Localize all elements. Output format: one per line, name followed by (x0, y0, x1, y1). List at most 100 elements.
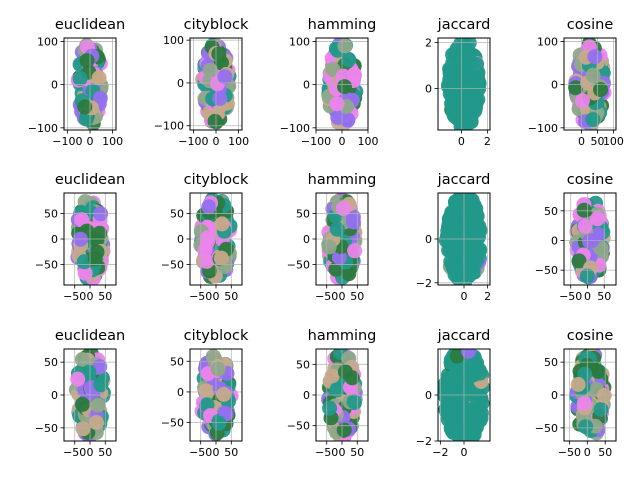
panel-4-title: jaccard (437, 17, 491, 33)
x-tick-label: −50 (189, 290, 212, 303)
y-tick-label: 50 (296, 358, 310, 371)
data-point (576, 202, 592, 218)
x-tick-label: 100 (358, 135, 379, 148)
data-point (468, 390, 484, 406)
x-tick-label: −100 (178, 135, 208, 148)
panel-4: 0 2 0 2 jaccard (425, 17, 491, 148)
data-point (91, 70, 107, 86)
x-tick-label: 0 (339, 446, 346, 459)
y-tick-label: 0 (303, 389, 310, 402)
data-point (346, 394, 362, 410)
y-tick-label: 50 (44, 207, 58, 220)
x-tick-label: −50 (315, 290, 338, 303)
data-point (70, 371, 86, 387)
data-point (468, 229, 484, 245)
panel-8-title: hamming (308, 172, 377, 188)
data-point (89, 232, 105, 248)
data-point (329, 382, 345, 398)
data-point (212, 90, 228, 106)
data-point (74, 352, 90, 367)
x-tick-label: −50 (315, 446, 338, 459)
x-tick-label: 0 (213, 290, 220, 303)
y-tick-label: 0 (303, 233, 310, 246)
x-tick-label: 50 (598, 446, 612, 459)
x-tick-label: 0 (458, 135, 465, 148)
panel-14: −2 0 −2 0 jaccard (416, 328, 491, 459)
x-tick-label: 50 (98, 446, 112, 459)
data-point (576, 396, 592, 412)
y-tick-label: −50 (35, 422, 58, 435)
data-point (211, 415, 227, 431)
data-point (89, 415, 104, 431)
panel-1-title: euclidean (55, 17, 125, 33)
x-tick-label: 2 (484, 290, 491, 303)
x-tick-label: 0 (584, 446, 591, 459)
data-point (459, 91, 475, 106)
panel-5-title: cosine (567, 17, 614, 33)
y-tick-label: 0 (51, 233, 58, 246)
data-point (74, 212, 90, 228)
panel-13-grid (316, 349, 368, 441)
y-tick-label: 0 (177, 386, 184, 399)
data-point (207, 113, 223, 129)
panel-12-points (194, 349, 239, 441)
panel-6-title: euclidean (55, 172, 125, 188)
data-point (451, 365, 466, 381)
y-tick-label: 50 (170, 355, 184, 368)
data-point (198, 383, 214, 399)
panel-11-title: euclidean (55, 328, 125, 344)
x-tick-label: 50 (350, 290, 364, 303)
panel-8-grid (316, 193, 368, 285)
panel-1: −100 0 100 −100 0 100 euclidean (28, 17, 125, 148)
data-point (211, 46, 227, 62)
y-tick-label: −2 (416, 435, 432, 448)
data-point (321, 239, 337, 255)
panel-3: −100 0 100 −100 0 100 hamming (280, 17, 379, 148)
data-point (458, 401, 474, 417)
data-point (446, 407, 462, 423)
data-point (341, 266, 357, 282)
x-tick-label: 0 (461, 290, 468, 303)
y-tick-label: 0 (425, 233, 432, 246)
y-tick-label: 0 (177, 77, 184, 90)
panel-10-title: cosine (567, 172, 614, 188)
data-point (87, 251, 103, 267)
x-tick-label: 0 (578, 135, 585, 148)
data-point (574, 93, 590, 109)
data-point (347, 243, 363, 259)
x-tick-label: 50 (350, 446, 364, 459)
x-tick-label: −2 (432, 446, 448, 459)
x-tick-label: 0 (213, 446, 220, 459)
data-point (337, 79, 352, 95)
x-tick-label: 50 (224, 290, 238, 303)
panel-2-title: cityblock (184, 17, 249, 33)
data-point (455, 209, 471, 225)
panel-7-points (193, 193, 238, 284)
x-tick-label: −50 (63, 290, 86, 303)
data-point (593, 82, 608, 98)
x-tick-label: 0 (339, 290, 346, 303)
data-point (451, 252, 467, 268)
y-tick-label: −50 (35, 259, 58, 272)
y-tick-label: 50 (544, 356, 558, 369)
y-tick-label: −50 (535, 422, 558, 435)
y-tick-label: 50 (44, 356, 58, 369)
panel-4-grid (438, 38, 490, 130)
data-point (444, 97, 460, 113)
x-tick-label: 100 (603, 135, 624, 148)
x-tick-label: −100 (301, 135, 331, 148)
y-tick-label: 0 (425, 389, 432, 402)
data-point (449, 349, 465, 364)
data-point (568, 80, 584, 96)
panel-9: 0 2 −2 0 jaccard (416, 172, 491, 303)
data-point (337, 364, 353, 380)
data-point (72, 71, 88, 86)
